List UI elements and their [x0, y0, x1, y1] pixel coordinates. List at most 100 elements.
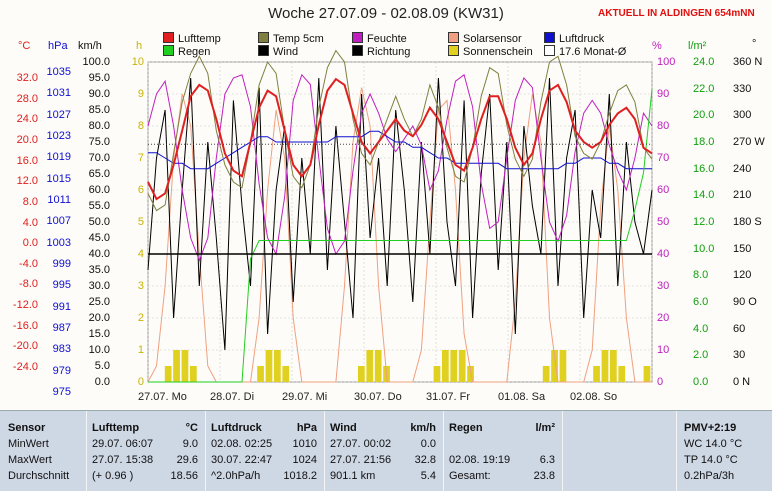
legend-swatch — [352, 32, 363, 43]
stats-lufttemp-header: Lufttemp — [92, 422, 140, 434]
tick-sun: 0 — [137, 376, 144, 388]
tick-dir: 90 O — [733, 296, 757, 308]
tick-hum: 90 — [657, 88, 670, 100]
tick-press: 1015 — [46, 172, 71, 185]
stats-sensor-header: Sensor — [8, 422, 46, 434]
regen-total-value: 23.8 — [533, 470, 555, 482]
tick-press: 1003 — [46, 236, 71, 249]
lufttemp-max-value: 29.6 — [176, 454, 198, 466]
unit-press: hPa — [48, 40, 68, 52]
wind-min-time: 27.07. 00:02 — [330, 438, 392, 450]
tick-hum: 100 — [657, 56, 676, 68]
tick-wind: 40.0 — [88, 248, 110, 260]
tick-temp: 0.0 — [22, 237, 38, 250]
tick-wind: 90.0 — [88, 88, 110, 100]
tick-temp: -24.0 — [12, 361, 38, 374]
tick-hum: 30 — [657, 280, 670, 292]
tick-rain: 18.0 — [693, 136, 715, 148]
tick-press: 1035 — [46, 66, 71, 78]
tick-rain: 12.0 — [693, 216, 715, 228]
tick-temp: 28.0 — [16, 92, 38, 105]
pmv-windchill: WC 14.0 °C — [684, 438, 743, 450]
tick-temp: 12.0 — [16, 175, 38, 188]
sunshine-bar — [542, 366, 550, 382]
legend-swatch — [544, 32, 555, 43]
stats-luftdruck-unit: hPa — [296, 422, 317, 434]
stats-sensor-column: Sensor MinWert MaxWert Durchschnitt — [6, 411, 84, 491]
tick-rain: 10.0 — [693, 242, 715, 255]
stats-luftdruck-column: Luftdruck hPa 02.08. 02:25 1010 30.07. 22… — [209, 411, 321, 491]
weather-chart: 27.07. Mo 28.07. Di 29.07. Mi 30.07. Do 31.0… — [138, 49, 653, 403]
lufttemp-trend: (+ 0.96 ) — [92, 470, 134, 482]
tick-press: 975 — [52, 386, 71, 398]
tick-press: 1019 — [46, 151, 71, 164]
sunshine-bar — [265, 350, 273, 382]
tick-hum: 70 — [657, 152, 670, 164]
tick-sun: 7 — [137, 152, 144, 164]
location-badge: AKTUELL IN ALDINGEN 654mNN — [598, 8, 755, 19]
day-label: 01.08. Sa — [498, 391, 546, 403]
legend-label: 17.6 Monat-Ø — [559, 46, 627, 58]
tick-temp: 20.0 — [16, 133, 38, 146]
tick-dir: 270 W — [733, 136, 765, 148]
tick-temp: 32.0 — [16, 72, 38, 84]
unit-rain: l/m² — [688, 40, 707, 52]
legend-swatch — [544, 45, 555, 56]
tick-rain: 20.0 — [693, 109, 715, 122]
tick-sun: 2 — [137, 312, 144, 324]
legend-label: Lufttemp — [178, 33, 221, 45]
tick-dir: 180 S — [733, 216, 762, 228]
tick-rain: 8.0 — [693, 269, 709, 282]
legend-label: Feuchte — [367, 33, 407, 45]
tick-dir: 300 — [733, 109, 752, 122]
sunshine-bar — [643, 366, 651, 382]
tick-wind: 20.0 — [88, 312, 110, 324]
day-label: 28.07. Di — [210, 391, 254, 403]
tick-hum: 0 — [657, 376, 664, 388]
tick-temp: -16.0 — [12, 319, 38, 332]
tick-press: 995 — [52, 279, 71, 292]
tick-dir: 120 — [733, 269, 752, 282]
tick-sun: 3 — [137, 280, 144, 292]
tick-dir: 0 N — [733, 376, 751, 388]
unit-dir: ° — [752, 38, 757, 50]
tick-hum: 80 — [657, 120, 670, 132]
tick-sun: 10 — [131, 56, 144, 68]
tick-wind: 35.0 — [88, 264, 110, 276]
sunshine-bar — [274, 350, 281, 382]
unit-sun: h — [136, 40, 143, 52]
tick-dir: 150 — [733, 242, 752, 255]
stats-pmv-column: PMV+2:19 WC 14.0 °C TP 14.0 °C 0.2hPa/3h — [682, 411, 770, 491]
tick-hum: 20 — [657, 312, 670, 324]
wind-max-time: 27.07. 21:56 — [330, 454, 392, 466]
sunshine-bar — [257, 366, 264, 382]
tick-sun: 5 — [137, 216, 144, 228]
legend-label: Sonnenschein — [463, 46, 533, 58]
tick-press: 1027 — [46, 108, 71, 121]
sunshine-bar — [173, 350, 180, 382]
tick-rain: 14.0 — [693, 189, 715, 202]
regen-total-label: Gesamt: — [449, 470, 491, 482]
sunshine-bar — [601, 350, 609, 382]
lufttemp-max-time: 27.07. 15:38 — [92, 454, 154, 466]
day-label: 02.08. So — [570, 391, 617, 403]
luftdruck-trend: ^2.0hPa/h — [211, 470, 261, 482]
luftdruck-avg-value: 1018.2 — [283, 470, 317, 482]
tick-wind: 70.0 — [88, 152, 110, 164]
tick-hum: 50 — [657, 216, 670, 228]
legend-item: Sonnenschein — [448, 45, 533, 58]
sunshine-bar — [458, 350, 466, 382]
tick-wind: 0.0 — [94, 376, 110, 388]
tick-press: 1011 — [47, 194, 71, 206]
lufttemp-min-value: 9.0 — [182, 438, 198, 450]
tick-press: 991 — [52, 300, 71, 313]
series-line-wind — [147, 77, 653, 351]
tick-wind: 30.0 — [88, 280, 110, 292]
tick-temp: -12.0 — [12, 299, 38, 312]
unit-wind: km/h — [78, 40, 102, 52]
sunshine-bar — [442, 350, 449, 382]
sunshine-bar — [467, 366, 474, 382]
luftdruck-min-time: 02.08. 02:25 — [211, 438, 273, 450]
sunshine-bar — [450, 350, 458, 382]
luftdruck-max-value: 1024 — [292, 454, 317, 466]
